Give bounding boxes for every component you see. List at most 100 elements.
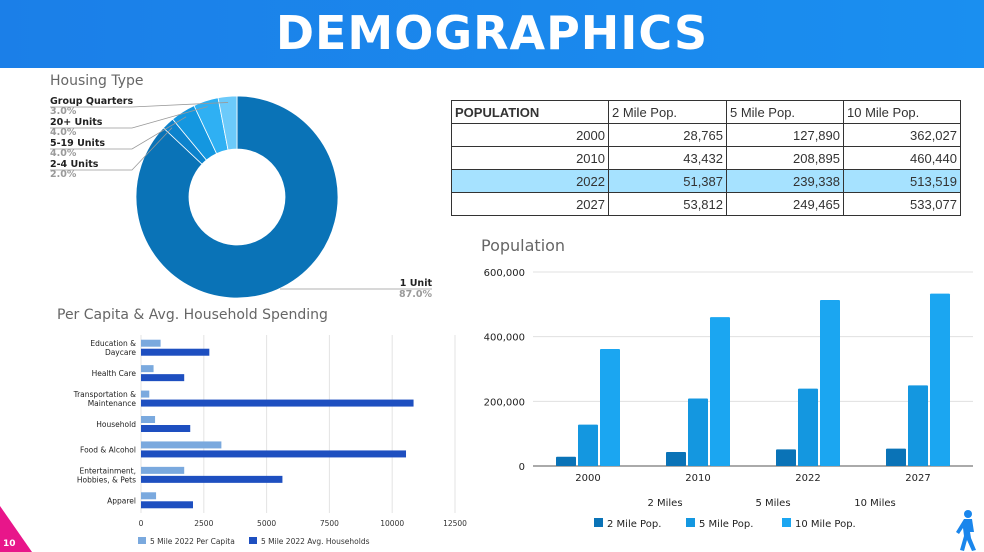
population-bar	[908, 385, 928, 466]
category-label: Food & Alcohol	[80, 445, 136, 454]
table-cell: 513,519	[843, 169, 961, 193]
donut-leader-line	[50, 106, 208, 129]
household-bar	[141, 475, 283, 483]
y-tick-label: 0	[519, 462, 525, 473]
donut-leader-line	[50, 127, 173, 171]
category-label: Transportation &	[73, 390, 137, 399]
population-chart-title: Population	[481, 236, 566, 255]
table-cell: 362,027	[843, 123, 961, 147]
legend-swatch	[138, 537, 146, 544]
donut-value-label: 87.0%	[399, 289, 432, 300]
table-header-row: POPULATION 2 Mile Pop. 5 Mile Pop. 10 Mi…	[451, 100, 961, 124]
table-cell: 51,387	[608, 169, 727, 193]
x-tick-label: 2500	[194, 519, 213, 528]
table-cell: 2027	[451, 192, 609, 216]
table-cell: 239,338	[726, 169, 844, 193]
population-bar	[556, 456, 576, 466]
donut-value-label: 2.0%	[50, 169, 77, 180]
y-tick-label: 200,000	[484, 397, 525, 408]
legend-label: 10 Mile Pop.	[795, 519, 856, 530]
donut-label: 2-4 Units	[50, 159, 99, 170]
table-header-cell: 2 Mile Pop.	[608, 100, 727, 124]
household-bar	[141, 399, 414, 407]
x-tick-label: 12500	[443, 519, 467, 528]
x-tick-label: 2000	[575, 473, 600, 484]
population-bar	[710, 317, 730, 466]
category-label: Maintenance	[88, 399, 137, 408]
spending-chart-title: Per Capita & Avg. Household Spending	[57, 307, 328, 323]
table-cell: 43,432	[608, 146, 727, 170]
legend-label: 5 Mile Pop.	[699, 519, 753, 530]
population-bar	[798, 388, 818, 466]
category-label: Household	[96, 420, 136, 429]
donut-label: Group Quarters	[50, 96, 133, 107]
group-label: 10 Miles	[854, 498, 895, 509]
group-label: 5 Miles	[755, 498, 790, 509]
population-bar	[600, 348, 620, 466]
table-cell: 249,465	[726, 192, 844, 216]
table-row: 2027 53,812 249,465 533,077	[451, 192, 961, 216]
legend-label: 5 Mile 2022 Per Capita	[150, 537, 235, 546]
x-tick-label: 10000	[380, 519, 404, 528]
donut-label: 5-19 Units	[50, 138, 105, 149]
donut-leader-line	[50, 116, 187, 150]
legend-swatch	[249, 537, 257, 544]
x-tick-label: 0	[139, 519, 144, 528]
population-bar	[688, 398, 708, 466]
table-cell: 127,890	[726, 123, 844, 147]
housing-chart-title: Housing Type	[50, 73, 144, 89]
donut-slice	[135, 95, 339, 299]
population-bar	[886, 448, 906, 466]
table-header-cell: POPULATION	[451, 100, 609, 124]
table-cell: 208,895	[726, 146, 844, 170]
population-bar	[930, 293, 950, 466]
per-capita-bar	[141, 416, 156, 423]
spending-bar-chart: 0 2500 5000 7500 10000 12500 Education &Daycar…	[73, 335, 467, 546]
table-cell: 28,765	[608, 123, 727, 147]
donut-value-label: 3.0%	[50, 106, 77, 117]
table-row-highlighted: 2022 51,387 239,338 513,519	[451, 169, 961, 193]
donut-slice	[217, 95, 238, 151]
population-bar	[666, 451, 686, 466]
category-label: Health Care	[92, 369, 137, 378]
per-capita-bar	[141, 492, 157, 500]
x-tick-label: 2027	[905, 473, 930, 484]
header-banner: DEMOGRAPHICS	[0, 0, 984, 68]
population-bar	[820, 299, 840, 466]
page-number: 10	[3, 539, 16, 549]
per-capita-bar	[141, 365, 154, 373]
legend-label: 5 Mile 2022 Avg. Households	[261, 537, 370, 546]
page-corner-accent	[0, 506, 32, 552]
household-bar	[141, 425, 191, 432]
table-cell: 53,812	[608, 192, 727, 216]
per-capita-bar	[141, 466, 185, 474]
household-bar	[141, 501, 193, 509]
y-tick-label: 400,000	[484, 333, 525, 344]
table-header-cell: 5 Mile Pop.	[726, 100, 844, 124]
table-cell: 533,077	[843, 192, 961, 216]
walking-person-logo-icon	[956, 510, 976, 551]
legend-swatch	[594, 518, 603, 527]
donut-leader-line	[50, 102, 229, 108]
x-tick-label: 2022	[795, 473, 820, 484]
per-capita-bar	[141, 441, 222, 449]
page-title: DEMOGRAPHICS	[275, 6, 709, 60]
donut-value-label: 4.0%	[50, 148, 77, 159]
x-tick-label: 2010	[685, 473, 710, 484]
category-label: Daycare	[105, 348, 136, 357]
legend-swatch	[782, 518, 791, 527]
donut-label: 1 Unit	[400, 278, 433, 289]
per-capita-bar	[141, 390, 150, 398]
legend-label: 2 Mile Pop.	[607, 519, 661, 530]
table-cell: 2010	[451, 146, 609, 170]
per-capita-bar	[141, 339, 161, 347]
x-tick-label: 7500	[320, 519, 339, 528]
donut-value-label: 4.0%	[50, 127, 77, 138]
table-header-cell: 10 Mile Pop.	[843, 100, 961, 124]
x-tick-label: 5000	[257, 519, 276, 528]
legend-swatch	[686, 518, 695, 527]
category-label: Education &	[90, 339, 136, 348]
table-cell: 2000	[451, 123, 609, 147]
table-cell: 460,440	[843, 146, 961, 170]
